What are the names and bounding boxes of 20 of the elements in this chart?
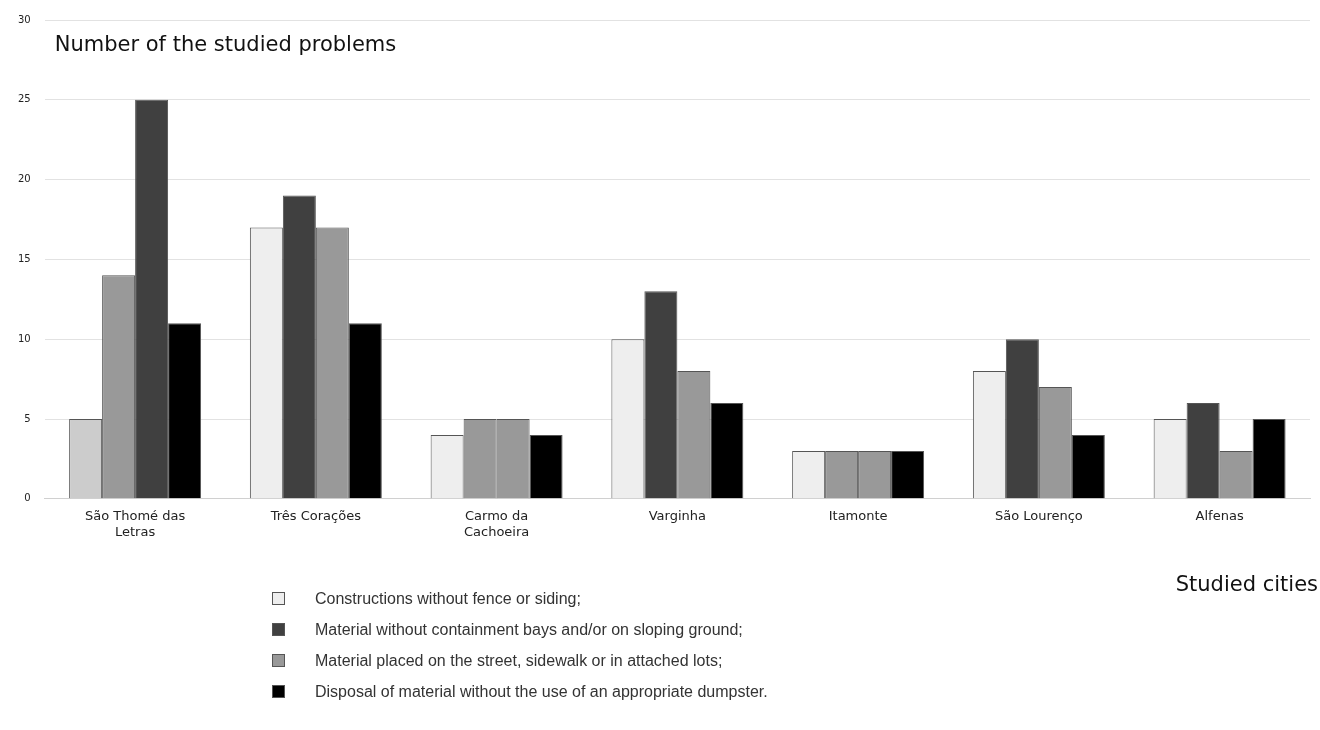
y-tick-label: 25 <box>17 93 31 105</box>
x-tick-label: Três Corações <box>269 507 362 523</box>
x-tick-label: Alfenas <box>1195 507 1244 523</box>
y-tick-label: 30 <box>17 13 31 25</box>
y-tick-label: 15 <box>17 252 31 264</box>
x-axis-title: Studied cities <box>1175 572 1318 597</box>
legend-label: Disposal of material without the use of an appropriate dumpster. <box>315 682 768 701</box>
y-tick-label: 0 <box>24 492 31 504</box>
y-tick-label: 5 <box>24 412 31 424</box>
x-tick-label: São Lourenço <box>994 507 1083 523</box>
x-tick-label: Varginha <box>648 507 706 523</box>
x-tick-label: São Thomé das Letras <box>84 507 186 539</box>
y-axis-title: Number of the studied problems <box>54 32 397 57</box>
legend-label: Constructions without fence or siding; <box>315 589 581 608</box>
y-tick-label: 20 <box>17 173 31 185</box>
y-tick-label: 10 <box>17 332 31 344</box>
legend-label: Material placed on the street, sidewalk or in attached lots; <box>315 651 723 670</box>
x-tick-label: Carmo da Cachoeira <box>463 507 530 539</box>
x-tick-label: Itamonte <box>828 507 888 523</box>
legend-label: Material without containment bays and/or on sloping ground; <box>315 620 743 639</box>
